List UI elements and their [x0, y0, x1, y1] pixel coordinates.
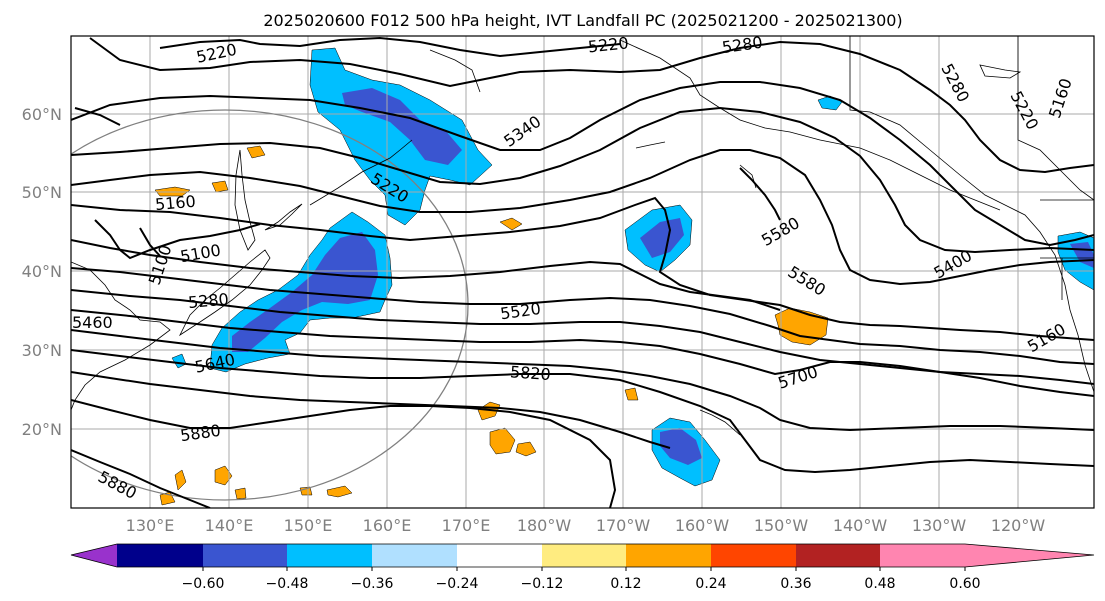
lat-label: 60°N [22, 105, 62, 124]
ivt-pos-2 [489, 427, 516, 455]
ivt-pos-7 [211, 180, 229, 193]
colorbar-tick-labels: −0.60 −0.48 −0.36 −0.24 −0.12 0.12 0.24 … [182, 576, 981, 592]
contour-label: 5820 [509, 362, 551, 384]
lon-label: 140°W [833, 516, 888, 535]
figure-title: 2025020600 F012 500 hPa height, IVT Land… [263, 11, 902, 30]
colorbar-segment [117, 544, 203, 567]
lon-label: 130°E [126, 516, 175, 535]
map-panel: 5220 5220 5280 5280 5220 5160 5340 5160 … [22, 33, 1095, 535]
colorbar-segment [372, 544, 457, 567]
colorbar-segment [457, 544, 542, 567]
colorbar-segment [287, 544, 372, 567]
gridlines [71, 36, 1094, 508]
height-contours [71, 36, 1094, 508]
lon-label: 170°W [596, 516, 651, 535]
ivt-pos-10 [326, 485, 353, 498]
colorbar-segment [203, 544, 287, 567]
lon-label: 120°W [991, 516, 1046, 535]
lat-label: 50°N [22, 183, 62, 202]
lat-label: 20°N [22, 420, 62, 439]
colorbar-tick-label: 0.60 [949, 576, 980, 592]
colorbar-tick-label: 0.48 [864, 576, 895, 592]
lon-label: 150°W [754, 516, 809, 535]
ivt-region-okhotsk-core [342, 88, 462, 165]
ivt-negative-regions [171, 47, 1094, 487]
lon-label: 140°E [205, 516, 254, 535]
colorbar-segment [626, 544, 711, 567]
map-frame [70, 35, 1095, 509]
colorbar-extend-left [71, 544, 117, 567]
ivt-pos-12 [174, 469, 187, 491]
colorbar-outline [70, 543, 1095, 568]
ivt-pos-15 [299, 486, 313, 496]
lon-label: 180°W [517, 516, 572, 535]
ivt-region-hawaii-north-core [660, 428, 702, 465]
lat-label: 30°N [22, 341, 62, 360]
colorbar-tick-label: 0.24 [695, 576, 726, 592]
contour-label: 5460 [72, 313, 113, 332]
contour-label: 5220 [587, 33, 629, 56]
colorbar-segment [542, 544, 626, 567]
ivt-pos-5 [499, 217, 523, 231]
ivt-pos-14 [234, 487, 247, 500]
contour-label: 5160 [154, 192, 196, 214]
colorbar-segment [796, 544, 880, 567]
lat-label: 40°N [22, 262, 62, 281]
contour-label: 5280 [187, 290, 229, 312]
colorbar-tick-label: −0.36 [351, 576, 394, 592]
colorbar-segment [880, 544, 965, 567]
lon-label: 160°W [675, 516, 730, 535]
colorbar-tick-label: −0.12 [521, 576, 564, 592]
lon-label: 170°E [442, 516, 491, 535]
ivt-pos-11 [624, 387, 639, 401]
latitude-labels: 60°N 50°N 40°N 30°N 20°N [22, 105, 62, 439]
range-circle [71, 109, 469, 501]
colorbar-extend-right [965, 544, 1094, 567]
ivt-pos-8 [246, 145, 266, 159]
lon-label: 130°W [912, 516, 967, 535]
colorbar-tick-label: −0.24 [436, 576, 479, 592]
colorbar-tick-label: 0.36 [780, 576, 811, 592]
colorbar: −0.60 −0.48 −0.36 −0.24 −0.12 0.12 0.24 … [70, 543, 1095, 592]
lon-label: 150°E [284, 516, 333, 535]
ivt-positive-regions [154, 145, 829, 506]
colorbar-tick-label: −0.48 [266, 576, 309, 592]
coastlines [71, 36, 1094, 436]
ivt-region-central-pacific-core [640, 218, 684, 258]
ivt-pos-4 [515, 441, 537, 457]
longitude-labels: 130°E 140°E 150°E 160°E 170°E 180°W 170°… [126, 516, 1046, 535]
colorbar-tick-label: −0.60 [182, 576, 225, 592]
colorbar-segment [711, 544, 796, 567]
lon-label: 160°E [363, 516, 412, 535]
colorbar-tick-label: 0.12 [610, 576, 641, 592]
